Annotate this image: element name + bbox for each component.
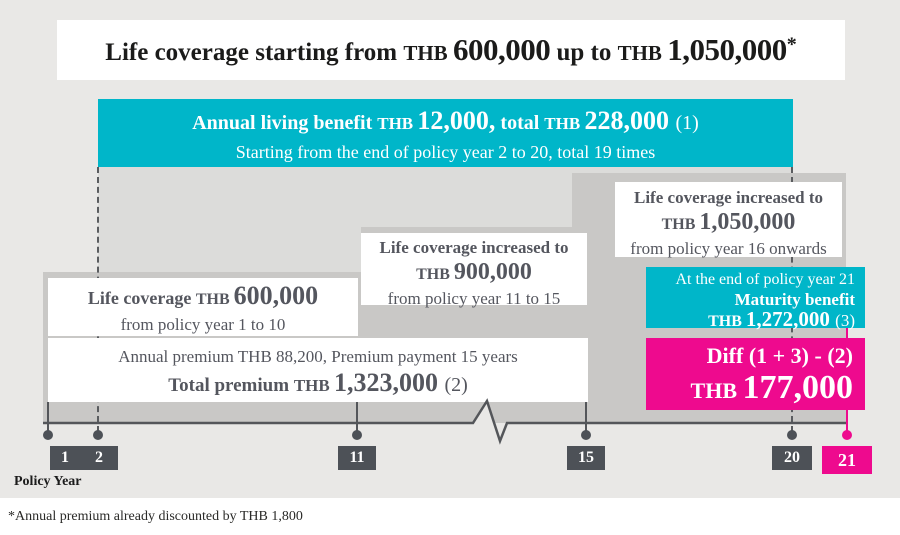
- premium-total-label: Total premium: [168, 375, 294, 396]
- maturity-line-3: THB 1,272,000 (3): [646, 309, 855, 332]
- title-mid: up to: [550, 39, 618, 66]
- banner-line-1: Annual living benefit THB 12,000, total …: [98, 105, 793, 140]
- premium-line-1: Annual premium THB 88,200, Premium payme…: [118, 347, 518, 366]
- title-amount-1: 600,000: [452, 32, 551, 67]
- tick-year-1: [47, 402, 49, 432]
- coverage-1050-line-3: from policy year 16 onwards: [630, 239, 827, 258]
- timeline-dot-year-1: [43, 430, 53, 440]
- year-marker-11: 11: [338, 446, 376, 470]
- coverage-600-line-2: from policy year 1 to 10: [120, 315, 286, 334]
- title-thb-2: THB: [617, 41, 668, 65]
- premium-line-2: Total premium THB 1,323,000 (2): [48, 369, 588, 400]
- timeline-axis: [43, 398, 846, 445]
- title-text: Life coverage starting from: [105, 39, 404, 66]
- banner-ref-1: (1): [675, 112, 699, 134]
- coverage-600-box: Life coverage THB 600,000 from policy ye…: [48, 278, 358, 336]
- maturity-ref: (3): [835, 311, 855, 330]
- maturity-line-2: Maturity benefit: [734, 290, 855, 309]
- footer-strip: [0, 498, 900, 535]
- premium-box: Annual premium THB 88,200, Premium payme…: [48, 338, 588, 402]
- coverage-600-amount: 600,000: [233, 281, 319, 310]
- banner-line-2: Starting from the end of policy year 2 t…: [235, 142, 656, 162]
- banner-thb-1: THB: [377, 114, 418, 133]
- year-marker-21: 21: [822, 446, 872, 474]
- banner-mid: total: [495, 112, 545, 134]
- coverage-1050-line-1: Life coverage increased to: [634, 188, 823, 207]
- title-asterisk: *: [786, 33, 797, 56]
- timeline-dot-year-20: [787, 430, 797, 440]
- title-thb-1: THB: [403, 41, 453, 65]
- banner-amount-2: 228,000: [584, 106, 676, 135]
- banner-prefix: Annual living benefit: [192, 112, 378, 134]
- diff-box: Diff (1 + 3) - (2) THB 177,000: [646, 338, 865, 410]
- axis-line: [43, 398, 846, 445]
- diff-line-1: Diff (1 + 3) - (2): [706, 343, 853, 368]
- coverage-1050-line-2: THB 1,050,000: [615, 209, 842, 238]
- maturity-line-1: At the end of policy year 21: [675, 271, 856, 288]
- coverage-900-line-3: from policy year 11 to 15: [387, 289, 561, 308]
- coverage-1050-thb: THB: [661, 216, 700, 233]
- timeline-dot-year-2: [93, 430, 103, 440]
- year-marker-15: 15: [567, 446, 605, 470]
- coverage-1050-amount: 1,050,000: [699, 209, 796, 235]
- coverage-600-label: Life coverage: [87, 288, 196, 308]
- tick-year-11: [356, 402, 358, 432]
- banner-amount-1: 12,000,: [417, 106, 496, 135]
- timeline-dot-year-15: [581, 430, 591, 440]
- premium-amount: 1,323,000: [333, 368, 445, 397]
- coverage-1050-box: Life coverage increased to THB 1,050,000…: [615, 182, 842, 258]
- coverage-900-box: Life coverage increased to THB 900,000 f…: [361, 233, 587, 308]
- page-title: Life coverage starting from THB 600,000 …: [57, 20, 845, 80]
- year-marker-20: 20: [772, 446, 812, 470]
- year-marker-1: 1: [50, 446, 80, 470]
- coverage-900-line-1: Life coverage increased to: [379, 238, 569, 257]
- footnote: *Annual premium already discounted by TH…: [8, 509, 303, 524]
- banner-thb-2: THB: [544, 114, 585, 133]
- maturity-thb: THB: [708, 313, 746, 330]
- premium-ref: (2): [444, 374, 468, 396]
- policy-year-label: Policy Year: [14, 474, 82, 489]
- maturity-amount: 1,272,000: [745, 307, 836, 331]
- diff-thb: THB: [690, 378, 743, 403]
- title-amount-2: 1,050,000: [667, 32, 787, 67]
- coverage-900-line-2: THB 900,000: [361, 259, 587, 288]
- coverage-900-thb: THB: [416, 266, 454, 283]
- year-marker-2: 2: [80, 446, 118, 470]
- diff-amount: 177,000: [742, 369, 854, 406]
- coverage-600-thb: THB: [195, 291, 234, 308]
- tick-year-15: [585, 395, 587, 432]
- maturity-benefit-box: At the end of policy year 21 Maturity be…: [646, 267, 865, 330]
- premium-thb: THB: [293, 376, 334, 395]
- annual-living-benefit-banner: Annual living benefit THB 12,000, total …: [98, 99, 793, 167]
- coverage-600-line-1: Life coverage THB 600,000: [48, 281, 358, 314]
- coverage-900-amount: 900,000: [453, 259, 532, 285]
- timeline-dot-year-21: [842, 430, 852, 440]
- timeline-dot-year-11: [352, 430, 362, 440]
- diff-line-2: THB 177,000: [646, 370, 853, 409]
